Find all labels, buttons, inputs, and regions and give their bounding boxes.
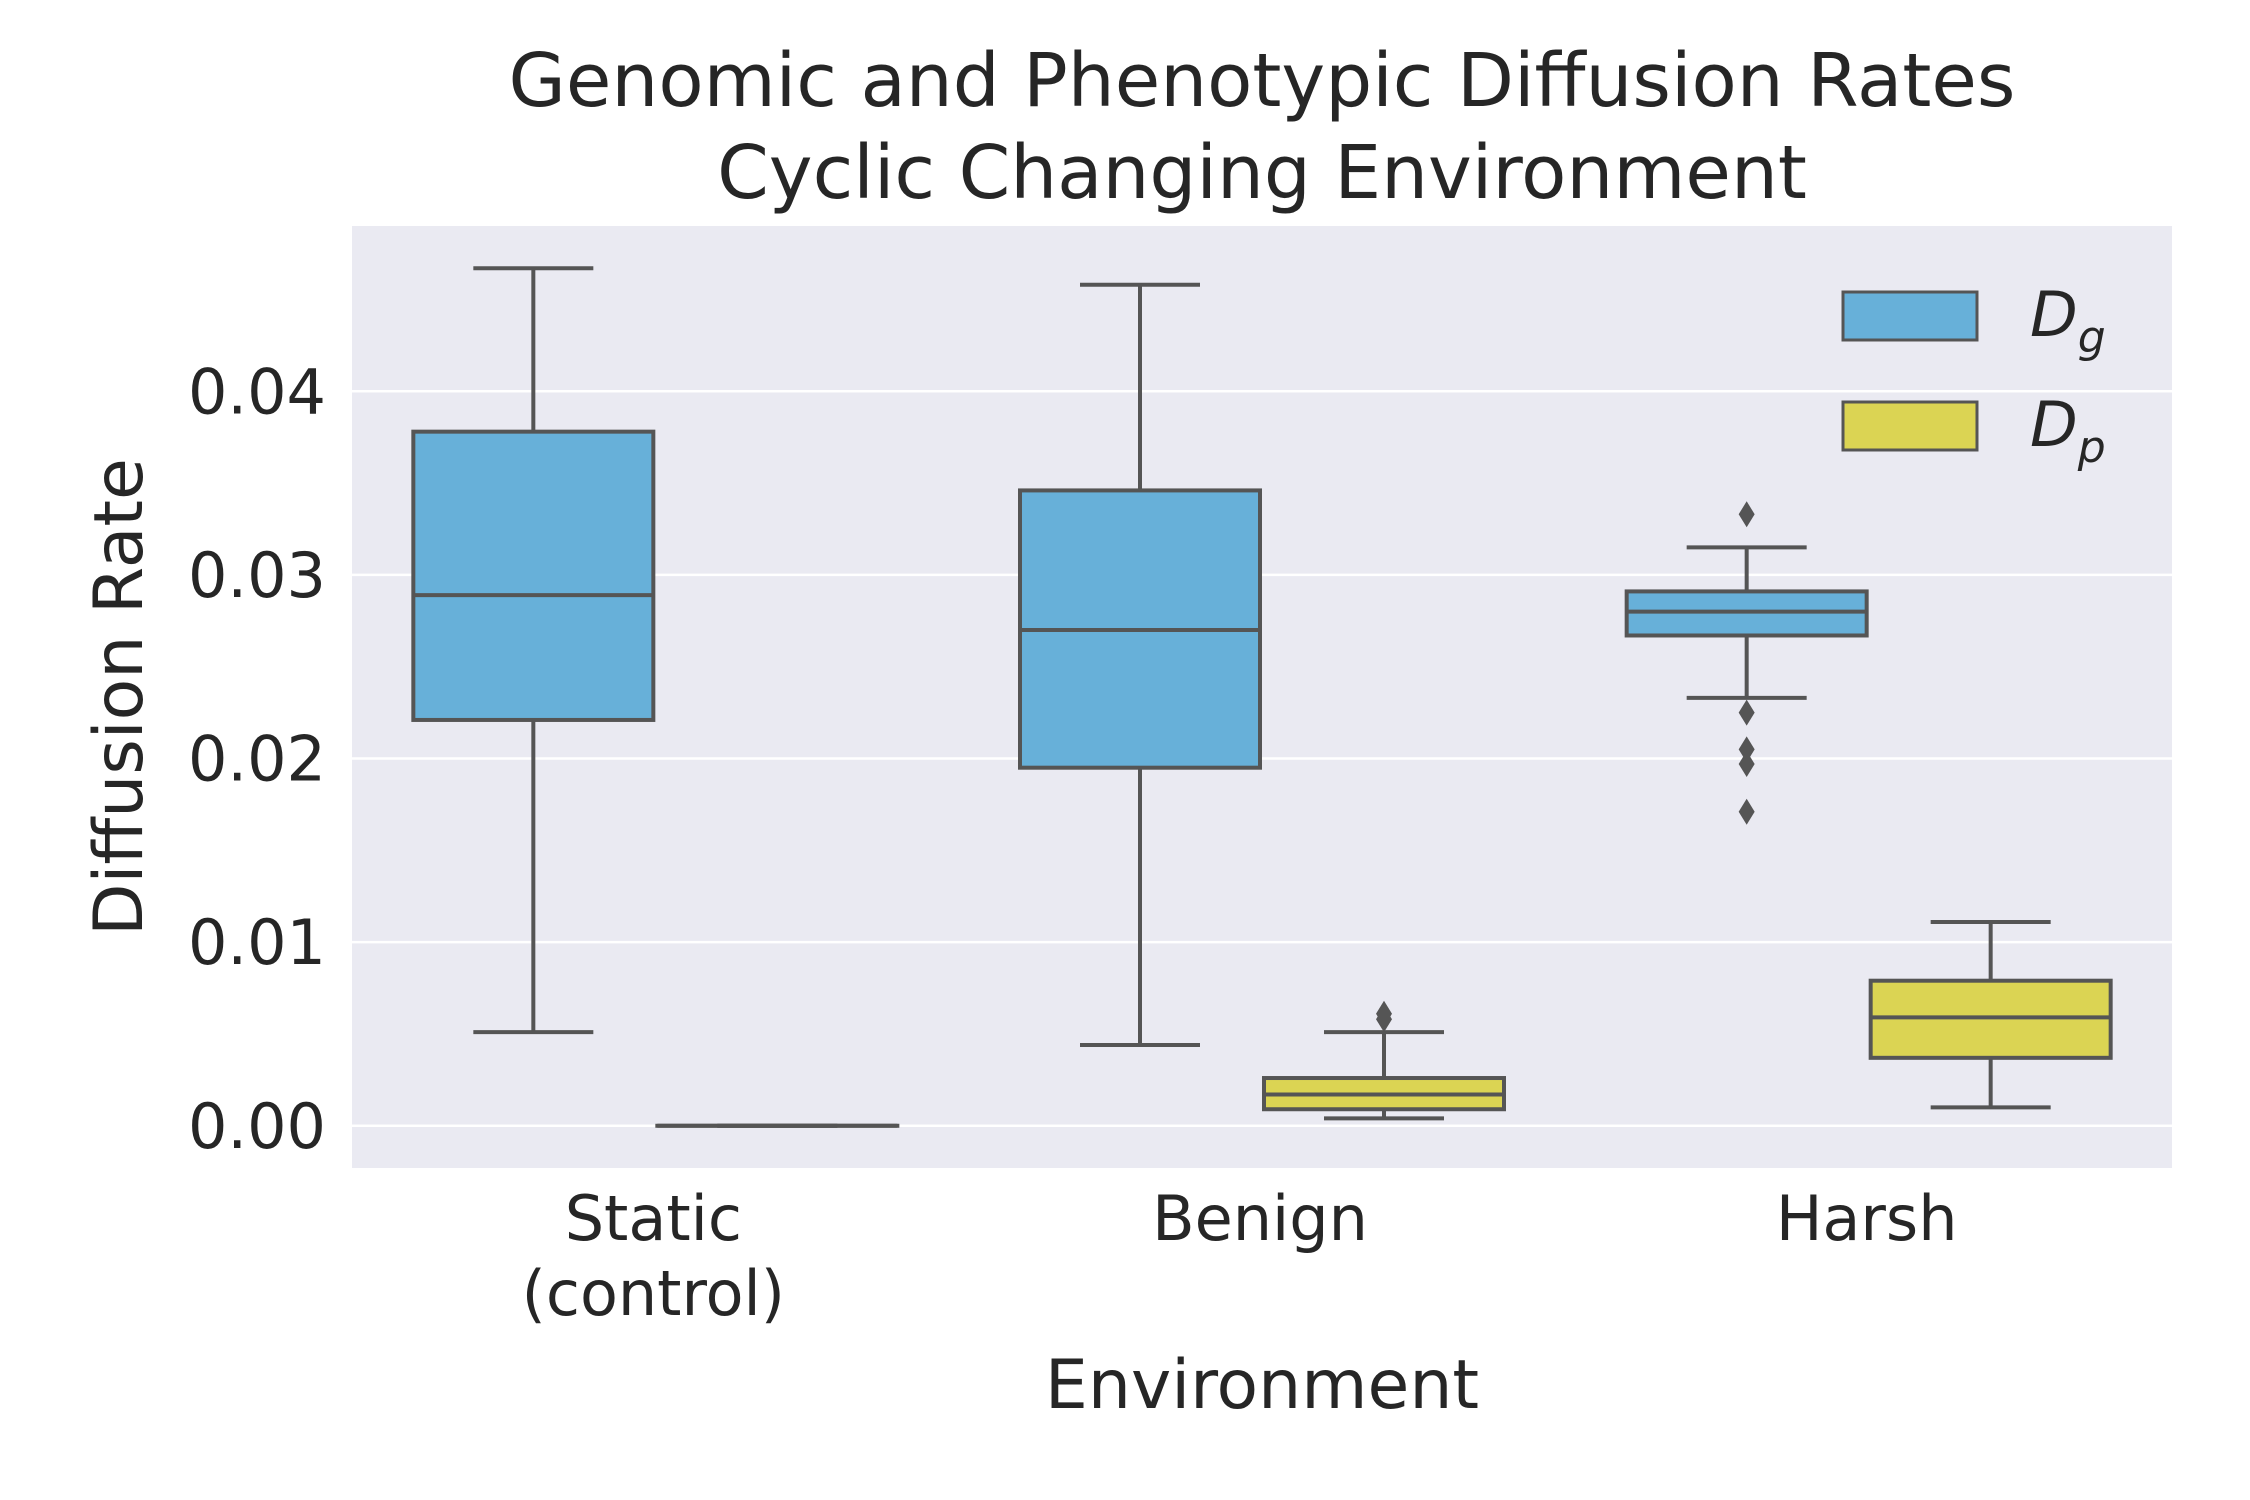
outlier-point bbox=[1738, 699, 1755, 726]
x-tick-label-line2: (control) bbox=[522, 1257, 785, 1330]
x-tick-label: Benign bbox=[1152, 1182, 1368, 1255]
x-axis-label: Environment bbox=[1045, 1346, 1479, 1425]
outlier-point bbox=[1738, 798, 1755, 825]
legend-label: Dg bbox=[2030, 278, 2106, 363]
y-axis-label: Diffusion Rate bbox=[80, 458, 159, 936]
legend-label-subscript: g bbox=[2078, 312, 2106, 363]
legend-label-main: D bbox=[2030, 388, 2078, 461]
legend-swatch bbox=[1841, 290, 1979, 342]
y-tick-label: 0.02 bbox=[188, 723, 326, 796]
x-tick-label: Static bbox=[565, 1182, 742, 1255]
box-group bbox=[1262, 1000, 1506, 1121]
outlier-point bbox=[1738, 751, 1755, 778]
box-group bbox=[1018, 282, 1262, 1047]
y-tick-label: 0.01 bbox=[188, 906, 326, 979]
y-tick-labels: 0.00 0.01 0.02 0.03 0.04 bbox=[188, 355, 326, 1163]
chart-title-line1: Genomic and Phenotypic Diffusion Rates bbox=[509, 38, 2016, 124]
legend-label: Dp bbox=[2030, 388, 2106, 473]
legend-label-subscript: p bbox=[2077, 422, 2106, 473]
y-tick-label: 0.00 bbox=[188, 1090, 326, 1163]
y-tick-label: 0.03 bbox=[188, 539, 326, 612]
x-tick-labels: Static(control) Benign Harsh bbox=[522, 1182, 1958, 1330]
legend-swatch bbox=[1841, 400, 1979, 452]
chart-title-line2: Cyclic Changing Environment bbox=[717, 130, 1807, 216]
outlier-point bbox=[1738, 736, 1755, 763]
outlier-point bbox=[1738, 501, 1755, 528]
y-tick-label: 0.04 bbox=[188, 355, 326, 428]
box-group bbox=[1868, 919, 2113, 1110]
outlier-point bbox=[1376, 1000, 1392, 1027]
legend-label-main: D bbox=[2030, 278, 2078, 351]
x-tick-label: Harsh bbox=[1776, 1182, 1958, 1255]
box-series bbox=[411, 266, 2113, 1128]
box-group bbox=[411, 266, 656, 1035]
box-group bbox=[1624, 501, 1869, 825]
box-iqr bbox=[411, 429, 656, 722]
